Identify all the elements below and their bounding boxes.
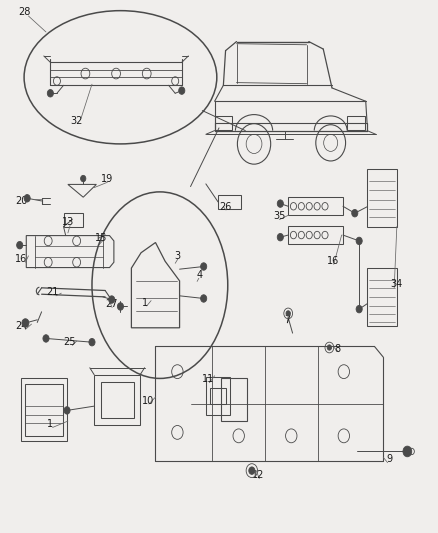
Text: 26: 26 [219,202,232,212]
Circle shape [179,87,185,94]
Circle shape [286,311,290,316]
Circle shape [17,241,23,249]
Circle shape [327,345,332,350]
Text: 8: 8 [334,344,340,354]
Circle shape [64,407,70,414]
Text: 16: 16 [327,256,339,266]
Text: 10: 10 [142,396,154,406]
Circle shape [117,303,124,310]
Text: 19: 19 [101,174,113,183]
Circle shape [356,237,362,245]
Text: 24: 24 [15,321,27,331]
Text: 21: 21 [46,287,59,297]
Text: 9: 9 [387,455,393,464]
Circle shape [22,319,29,327]
Text: 3: 3 [174,251,180,261]
Circle shape [43,335,49,342]
Text: 1: 1 [141,298,148,308]
Text: 28: 28 [18,7,30,17]
Text: 34: 34 [390,279,403,289]
Text: 25: 25 [63,337,75,347]
Circle shape [201,295,207,302]
Circle shape [249,467,255,474]
Text: 13: 13 [62,217,74,227]
Circle shape [24,195,30,202]
Text: 11: 11 [202,375,215,384]
Text: 32: 32 [71,116,83,126]
Text: 27: 27 [106,299,118,309]
Circle shape [277,233,283,241]
Circle shape [352,209,358,217]
Circle shape [89,338,95,346]
Circle shape [109,296,115,303]
Text: 7: 7 [284,315,290,325]
Circle shape [201,263,207,270]
Text: 15: 15 [95,233,107,243]
Text: 12: 12 [252,471,265,480]
Circle shape [47,90,53,97]
Text: 35: 35 [273,212,286,221]
Text: 20: 20 [15,197,27,206]
Text: 16: 16 [15,254,27,263]
Circle shape [81,175,86,182]
FancyBboxPatch shape [50,62,182,92]
Circle shape [277,200,283,207]
Text: 4: 4 [196,270,202,280]
Circle shape [403,446,412,457]
Text: 1: 1 [47,419,53,429]
Circle shape [356,305,362,313]
